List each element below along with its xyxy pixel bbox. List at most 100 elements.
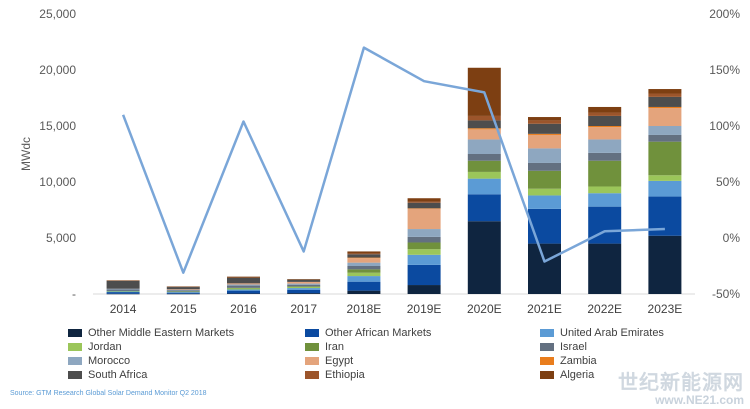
bar-segment: [528, 208, 561, 244]
legend-label: South Africa: [88, 368, 148, 381]
bar-segment: [407, 208, 441, 230]
bar-segment: [407, 201, 441, 203]
legend-item: Iran: [305, 340, 344, 353]
legend-label: Other African Markets: [325, 326, 432, 339]
bar-segment: [588, 139, 622, 153]
x-tick-label: 2021E: [527, 302, 562, 316]
x-tick-label: 2015: [170, 302, 197, 316]
bar-segment: [407, 202, 441, 209]
x-tick-label: 2014: [110, 302, 137, 316]
legend-label: Ethiopia: [325, 368, 365, 381]
legend-item: Algeria: [540, 368, 594, 381]
legend-item: South Africa: [68, 368, 147, 381]
bar-segment: [347, 290, 381, 294]
bar-segment: [648, 93, 682, 97]
y-tick-label: 5,000: [46, 231, 76, 245]
bar-segment: [407, 208, 441, 209]
bar-segment: [648, 141, 682, 176]
bar-segment: [467, 194, 501, 222]
legend-label: Israel: [560, 340, 587, 353]
growth-line-path: [121, 46, 665, 274]
bar-segment: [106, 288, 140, 290]
bar-segment: [166, 292, 200, 293]
bar-segment: [407, 285, 441, 294]
bar-segment: [166, 286, 200, 288]
bar-segment: [528, 120, 561, 124]
y2-tick-label: 100%: [709, 119, 740, 133]
bar-segment: [287, 284, 321, 287]
bar-segment: [588, 112, 622, 116]
bar-segment: [166, 289, 200, 290]
bar-segment: [227, 277, 260, 284]
legend-item: United Arab Emirates: [540, 326, 664, 339]
bar-segment: [347, 254, 381, 258]
bar-segment: [648, 134, 682, 142]
bar-segment: [407, 236, 441, 243]
legend-label: United Arab Emirates: [560, 326, 664, 339]
legend-item: Egypt: [305, 354, 353, 367]
bar-segment: [227, 276, 260, 278]
bar-segment: [588, 126, 622, 128]
legend-swatch: [540, 328, 554, 337]
bar-segment: [528, 188, 561, 196]
bar-segment: [588, 243, 622, 294]
legend-item: Jordan: [68, 340, 122, 353]
bar-segment: [347, 262, 381, 266]
legend-swatch: [305, 328, 319, 337]
bar-segment: [106, 293, 140, 295]
bar-segment: [347, 253, 381, 255]
legend: Other Middle Eastern Markets Other Africa…: [0, 326, 750, 384]
bar-segment: [467, 115, 501, 121]
bar-segment: [528, 123, 561, 134]
bar-segment: [588, 193, 622, 207]
legend-item: Morocco: [68, 354, 130, 367]
bar-segment: [528, 117, 561, 121]
bar-segment: [588, 106, 622, 113]
legend-swatch: [540, 356, 554, 365]
bar-segment: [166, 293, 200, 295]
bar-segment: [407, 254, 441, 265]
growth-line: [121, 46, 665, 274]
bar-segment: [287, 293, 321, 294]
bar-segment: [588, 115, 622, 126]
bar-segment: [227, 290, 260, 294]
x-tick-label: 2022E: [587, 302, 622, 316]
legend-swatch: [305, 342, 319, 351]
bar-segment: [347, 266, 381, 270]
bar-segment: [467, 120, 501, 129]
y-tick-label: 25,000: [39, 7, 76, 21]
legend-label: Algeria: [560, 368, 595, 381]
bar-segment: [588, 127, 622, 140]
bars: [106, 67, 682, 295]
legend-swatch: [68, 342, 82, 351]
bar-segment: [106, 292, 140, 294]
bar-segment: [648, 180, 682, 197]
bar-segment: [588, 186, 622, 194]
watermark: 世纪新能源网 www.NE21.com: [618, 366, 744, 407]
y-tick-label: 10,000: [39, 175, 76, 189]
bar-segment: [467, 171, 501, 179]
legend-item: Israel: [540, 340, 587, 353]
x-tick-label: 2017: [290, 302, 317, 316]
bar-segment: [467, 178, 501, 195]
bar-segment: [407, 242, 441, 250]
bar-segment: [648, 126, 682, 135]
watermark-url: www.NE21.com: [655, 393, 744, 407]
bar-segment: [227, 289, 260, 291]
bar-segment: [588, 160, 622, 187]
bar-segment: [528, 133, 561, 135]
legend-swatch: [540, 370, 554, 379]
legend-item: Ethiopia: [305, 368, 365, 381]
bar-segment: [347, 281, 381, 291]
bar-segment: [347, 251, 381, 254]
bar-segment: [106, 291, 140, 293]
bar-segment: [467, 129, 501, 140]
bar-segment: [648, 235, 682, 294]
bar-segment: [648, 96, 682, 107]
bar-segment: [347, 269, 381, 273]
bar-segment: [166, 287, 200, 290]
x-tick-label: 2019E: [407, 302, 442, 316]
bar-segment: [287, 286, 321, 287]
bar-segment: [227, 293, 260, 294]
